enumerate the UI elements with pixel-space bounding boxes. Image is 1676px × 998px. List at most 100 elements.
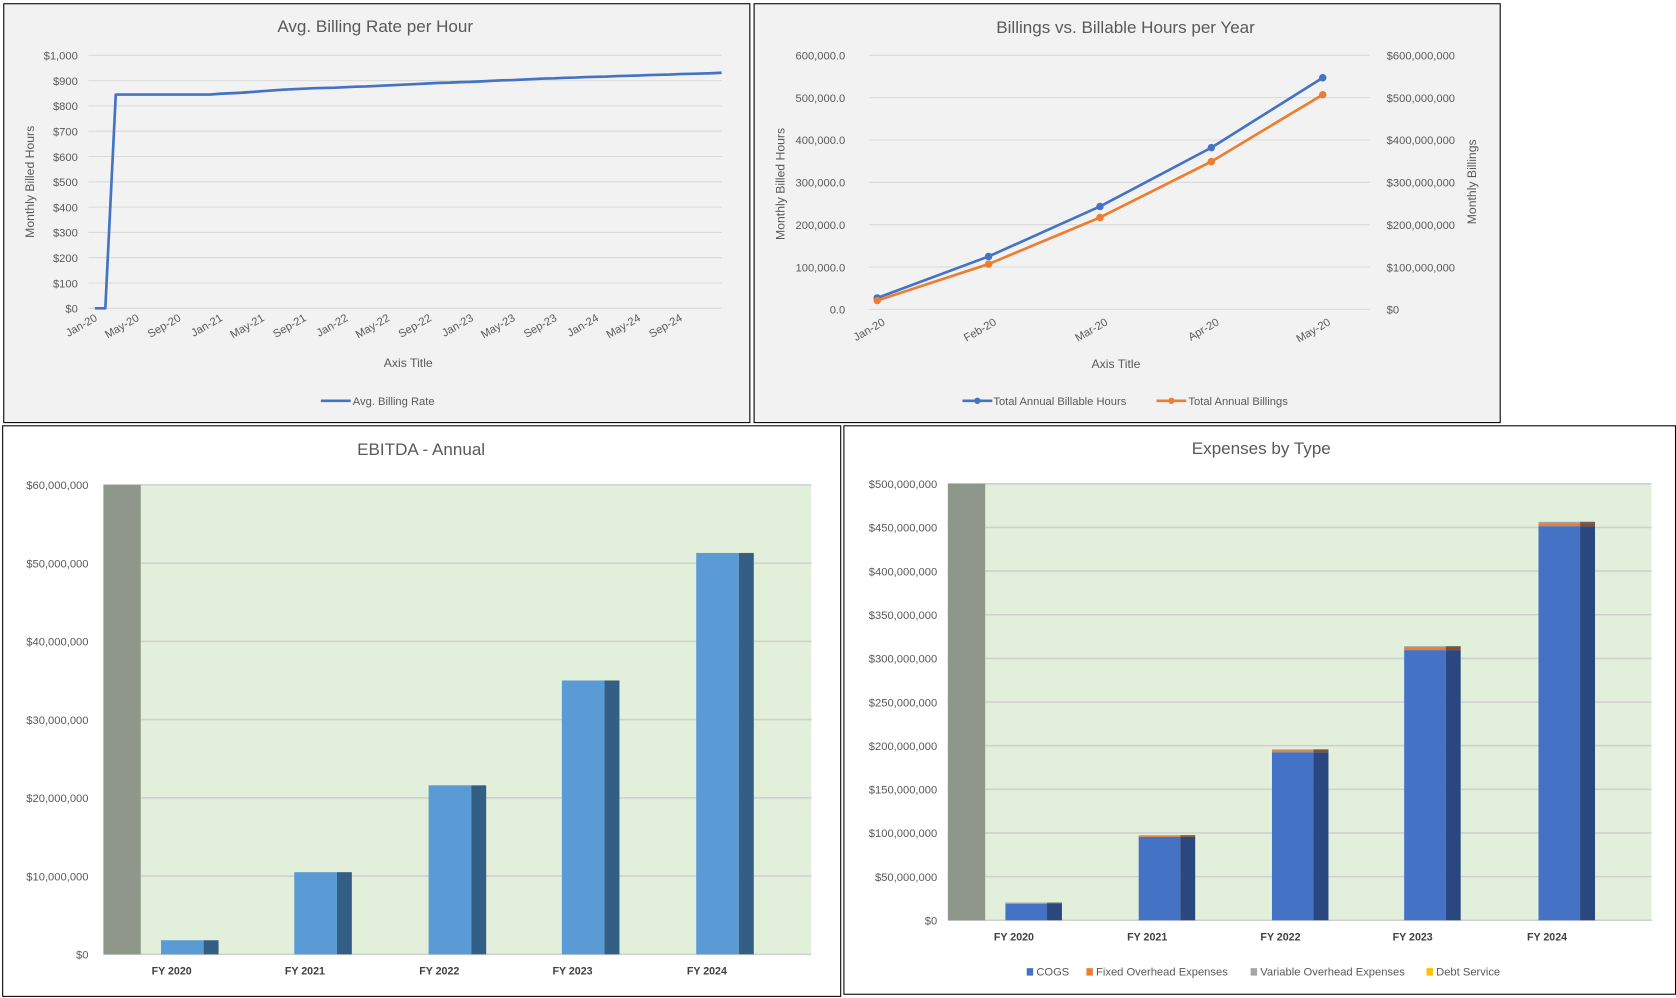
y-tick-label: $50,000,000 [26, 558, 88, 570]
bar-side-cogs [1580, 526, 1596, 921]
y-tick-label: $600 [53, 152, 78, 164]
x-tick-label: Feb-20 [962, 316, 999, 344]
bar-side-variable-overhead-expenses [1580, 521, 1596, 524]
bar-side-fy-2021 [336, 872, 352, 955]
y2-tick-label: $500,000,000 [1387, 93, 1455, 105]
bar-segment-variable-overhead-expenses [1005, 902, 1048, 904]
x-tick-label: May-23 [479, 312, 517, 341]
side-wall [947, 483, 986, 921]
y-tick-label: 300,000.0 [796, 178, 846, 190]
bar-fy-2020 [161, 940, 204, 955]
y-tick-label: $200 [53, 253, 78, 265]
bar-segment-cogs [1271, 752, 1314, 921]
x-tick-label: Apr-20 [1186, 316, 1221, 343]
x-tick-label: May-21 [228, 312, 266, 341]
legend-marker-debt-service [1426, 968, 1433, 976]
bar-side-fixed-overhead-expenses [1580, 523, 1596, 527]
x-tick-label: FY 2024 [1527, 931, 1567, 943]
legend-label: COGS [1036, 967, 1069, 979]
y-tick-label: $50,000,000 [875, 872, 937, 884]
billings-vs-hours-plot: Billings vs. Billable Hours per Year 0.0 1… [773, 18, 1479, 408]
y-tick-label: 600,000.0 [796, 51, 846, 63]
bar-segment-fixed-overhead-expenses [1404, 647, 1446, 651]
legend-label: Fixed Overhead Expenses [1096, 967, 1228, 979]
y2-axis-title: Monthly Billings [1465, 139, 1479, 224]
y-tick-label: $350,000,000 [869, 610, 937, 622]
legend-label: Variable Overhead Expenses [1260, 967, 1405, 979]
data-point-total-annual-billable-hours [1096, 202, 1104, 211]
bar-fy-2023 [561, 680, 605, 955]
x-tick-label: Jan-22 [315, 312, 351, 339]
chart-title: Expenses by Type [1192, 439, 1331, 458]
y-tick-label: $900 [53, 76, 78, 88]
bar-segment-variable-overhead-expenses [1404, 646, 1446, 648]
y-tick-label: $700 [53, 126, 78, 138]
bar-side-variable-overhead-expenses [1180, 835, 1196, 837]
x-tick-label: Jan-21 [189, 312, 225, 339]
x-tick-label: FY 2020 [994, 931, 1034, 943]
legend-marker-variable-overhead-expenses [1250, 968, 1258, 976]
bar-side-variable-overhead-expenses [1445, 646, 1461, 648]
bar-segment-cogs [1138, 836, 1181, 921]
y-tick-label: 200,000.0 [796, 220, 846, 232]
y-tick-label: $150,000,000 [869, 785, 937, 797]
y-tick-label: $60,000,000 [26, 480, 88, 492]
x-tick-label: FY 2024 [687, 966, 727, 978]
x-tick-label: Jan-24 [565, 312, 601, 339]
legend-label: Debt Service [1436, 967, 1500, 979]
avg-billing-rate-chart: Avg. Billing Rate per Hour $0 $100 $200 $300… [3, 3, 751, 424]
y2-tick-label: $100,000,000 [1387, 262, 1455, 274]
y-tick-label: $10,000,000 [26, 871, 88, 883]
expenses-by-type-plot: Expenses by Type $0 $50,000,000 $100,000,00… [869, 439, 1652, 979]
data-point-total-annual-billable-hours [1319, 74, 1327, 82]
y-tick-label: $20,000,000 [26, 793, 88, 805]
bar-side-variable-overhead-expenses [1313, 749, 1329, 751]
x-tick-label: Jan-20 [64, 312, 100, 339]
bar-side-cogs [1313, 752, 1329, 921]
y-tick-label: $800 [53, 101, 78, 113]
legend-marker-cogs [1026, 968, 1034, 976]
x-tick-label: FY 2022 [419, 966, 459, 978]
data-point-total-annual-billings [984, 260, 993, 268]
bar-side-fixed-overhead-expenses [1180, 835, 1196, 837]
y-tick-label: $100 [53, 278, 78, 290]
y-tick-label: $500 [53, 177, 78, 189]
x-tick-label: Sep-21 [271, 312, 308, 340]
bar-side-fy-2024 [738, 552, 754, 955]
bar-segment-fixed-overhead-expenses [1538, 523, 1581, 527]
ebitda-annual-plot: EBITDA - Annual $0 $10,000,000 $20,000,000 $… [26, 440, 812, 978]
y2-tick-label: $200,000,000 [1387, 220, 1455, 232]
chart-title: Billings vs. Billable Hours per Year [996, 18, 1255, 37]
y-tick-label: $0 [925, 916, 937, 928]
legend-label: Total Annual Billings [1188, 396, 1288, 408]
x-tick-label: FY 2021 [285, 966, 325, 978]
x-tick-label: May-20 [1294, 316, 1332, 345]
y-tick-label: $450,000,000 [869, 523, 937, 535]
y-tick-label: 400,000.0 [796, 135, 846, 147]
data-point-total-annual-billable-hours [1207, 143, 1216, 152]
y-tick-label: $400 [53, 202, 78, 214]
legend-marker-fixed-overhead-expenses [1086, 968, 1093, 976]
x-tick-label: Sep-24 [647, 312, 684, 340]
y-tick-label: 0.0 [830, 305, 846, 317]
x-tick-label: FY 2020 [152, 966, 192, 978]
x-tick-label: Sep-20 [146, 312, 183, 340]
y2-tick-label: $300,000,000 [1387, 178, 1455, 190]
x-tick-label: Jan-20 [852, 316, 888, 343]
y-tick-label: $300 [53, 228, 78, 240]
x-tick-label: FY 2023 [1393, 931, 1433, 943]
x-axis-title: Axis Title [1091, 357, 1140, 371]
y2-tick-label: $400,000,000 [1387, 135, 1455, 147]
y-tick-label: $100,000,000 [869, 828, 937, 840]
legend-label: Total Annual Billable Hours [993, 396, 1126, 408]
y-tick-label: $1,000 [44, 51, 78, 63]
billings-vs-hours-chart: Billings vs. Billable Hours per Year 0.0 1… [753, 3, 1501, 424]
x-axis-title: Axis Title [384, 356, 433, 370]
x-tick-label: Mar-20 [1073, 316, 1110, 344]
bar-side-cogs [1180, 836, 1196, 921]
bar-side-cogs [1047, 903, 1062, 921]
bar-segment-variable-overhead-expenses [1538, 521, 1581, 524]
y-tick-label: 500,000.0 [796, 93, 846, 105]
data-point-total-annual-billings [1319, 90, 1327, 99]
